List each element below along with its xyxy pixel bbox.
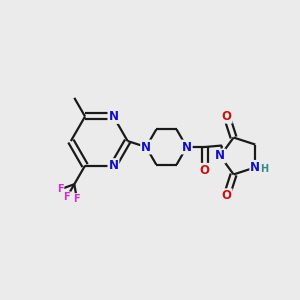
Text: N: N [141, 140, 151, 154]
Text: O: O [222, 189, 232, 202]
Text: N: N [250, 161, 260, 174]
Text: O: O [200, 164, 210, 177]
Text: F: F [64, 192, 70, 202]
Text: F: F [57, 184, 64, 194]
Text: F: F [74, 194, 80, 204]
Text: N: N [108, 110, 118, 123]
Text: H: H [260, 164, 268, 174]
Text: N: N [108, 159, 118, 172]
Text: N: N [215, 149, 225, 163]
Text: O: O [222, 110, 232, 123]
Text: N: N [182, 140, 192, 154]
